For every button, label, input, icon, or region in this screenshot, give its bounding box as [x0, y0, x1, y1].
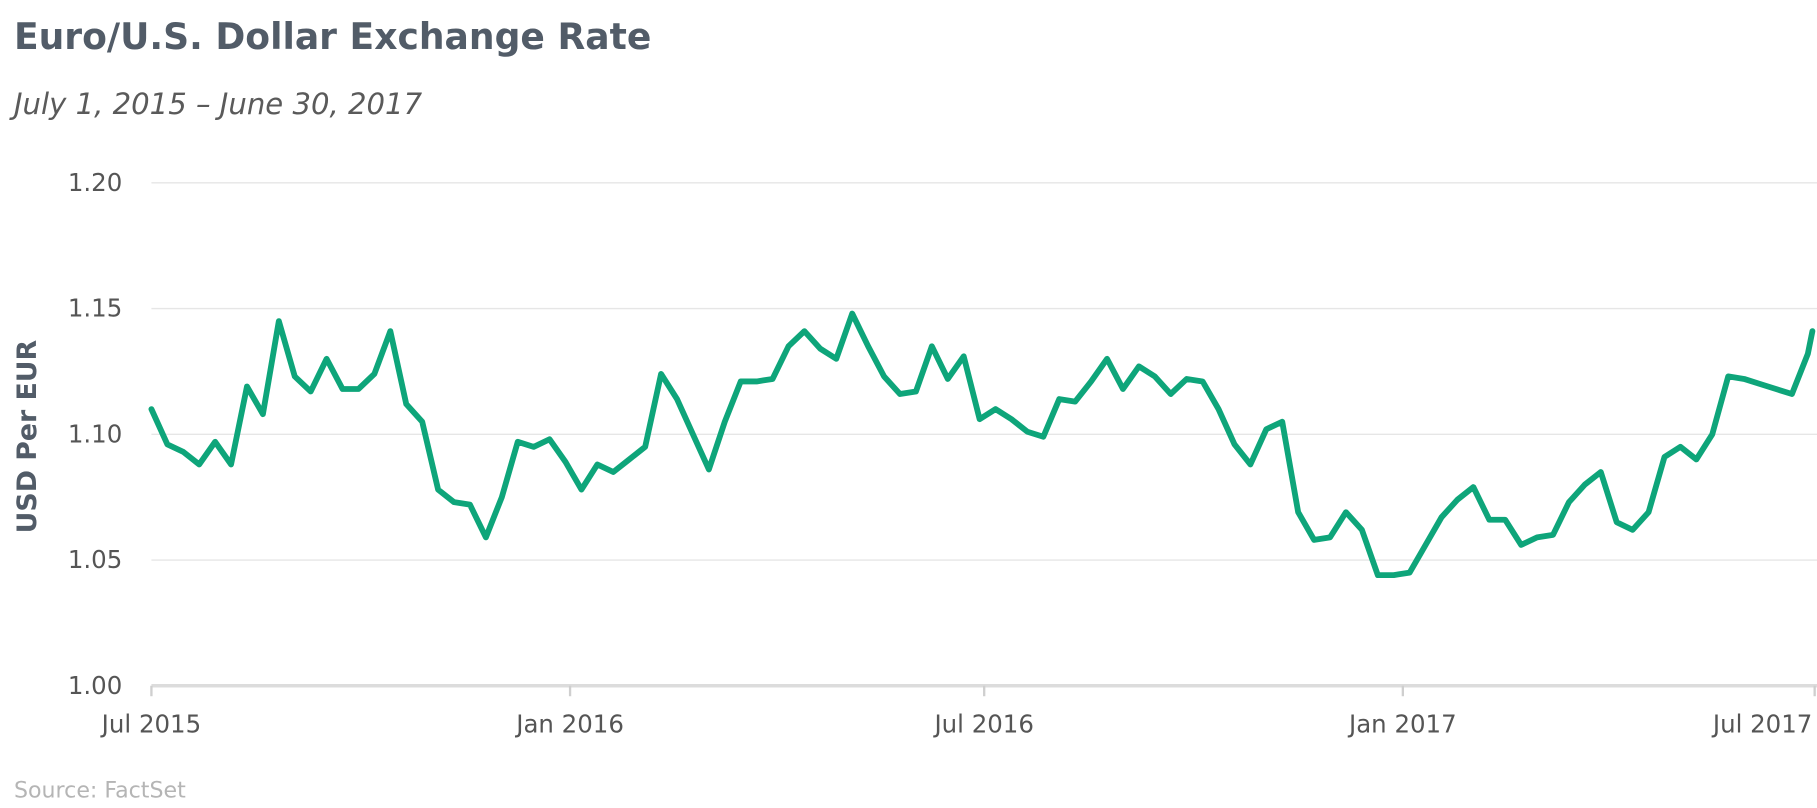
x-tick-label: Jul 2017	[1711, 709, 1812, 738]
y-tick-label: 1.10	[68, 419, 122, 448]
y-tick-label: 1.00	[68, 671, 122, 700]
x-tick-label: Jan 2016	[514, 709, 624, 738]
y-tick-label: 1.15	[68, 294, 122, 323]
y-axis-label: USD Per EUR	[12, 340, 43, 534]
chart-title: Euro/U.S. Dollar Exchange Rate	[14, 16, 651, 58]
x-tick-label: Jul 2016	[932, 709, 1033, 738]
chart-subtitle: July 1, 2015 – June 30, 2017	[9, 87, 423, 121]
y-tick-label: 1.20	[68, 168, 122, 197]
x-tick-label: Jan 2017	[1347, 709, 1457, 738]
x-tick-label: Jul 2015	[100, 709, 201, 738]
y-tick-label: 1.05	[68, 545, 122, 574]
line-series	[148, 310, 1816, 579]
source: Source: FactSet	[14, 778, 186, 804]
